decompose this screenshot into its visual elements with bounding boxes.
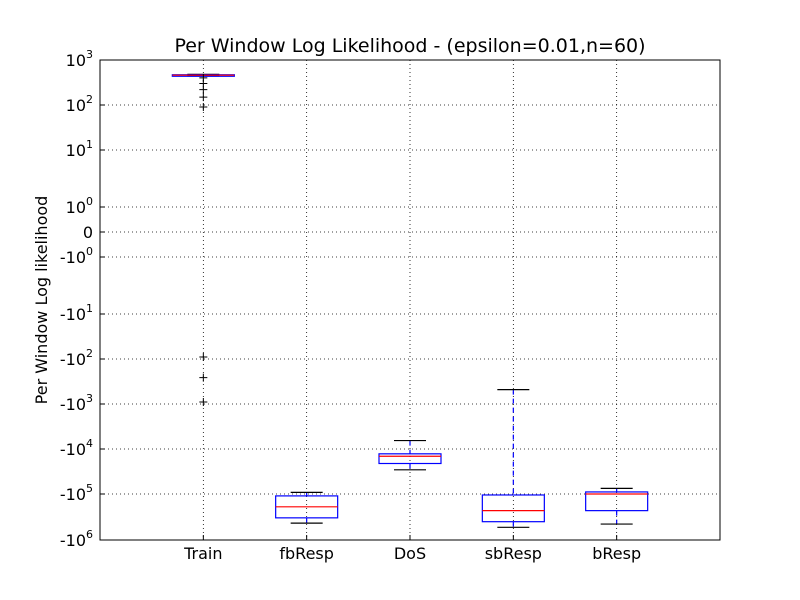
y-tick-exponent: 3: [86, 392, 93, 405]
y-tick-label: -103: [60, 392, 93, 414]
x-tick-label: Train: [183, 544, 222, 563]
y-tick-label: 100: [66, 195, 93, 217]
y-tick-base: -10: [60, 305, 86, 324]
x-tick-label: DoS: [394, 544, 426, 563]
y-tick-base: -10: [60, 350, 86, 369]
plot-area: 1031021011000-100-101-102-103-104-105-10…: [60, 48, 720, 563]
x-tick-label: fbResp: [279, 544, 334, 563]
y-tick-exponent: 3: [86, 48, 93, 61]
y-tick-exponent: 6: [86, 528, 93, 541]
x-tick-label: sbResp: [485, 544, 542, 563]
y-tick-base: -10: [60, 395, 86, 414]
outlier-point: [199, 373, 208, 382]
y-tick-label: 102: [66, 93, 93, 115]
y-tick-label: 103: [66, 48, 93, 70]
y-tick-base: -10: [60, 248, 86, 267]
box-bResp: [585, 491, 649, 512]
box-sbResp: [481, 494, 545, 523]
y-tick-exponent: 0: [86, 195, 93, 208]
y-tick-label: -104: [60, 437, 93, 459]
outlier-point: [199, 103, 208, 112]
y-tick-base: 10: [66, 96, 86, 115]
box-DoS: [378, 453, 442, 465]
y-tick-label: -101: [60, 302, 93, 324]
y-tick-exponent: 1: [86, 302, 93, 315]
y-tick-base: -10: [60, 485, 86, 504]
y-tick-label: 0: [83, 223, 93, 242]
y-tick-base: 10: [66, 198, 86, 217]
outlier-point: [199, 85, 208, 94]
y-tick-exponent: 4: [86, 437, 93, 450]
y-axis-label: Per Window Log likelihood: [32, 196, 51, 405]
y-tick-label: -106: [60, 528, 93, 550]
y-tick-label: -100: [60, 245, 93, 267]
y-tick-base: 10: [66, 51, 86, 70]
y-tick-exponent: 5: [86, 482, 93, 495]
outlier-point: [199, 352, 208, 361]
y-tick-exponent: 1: [86, 138, 93, 151]
y-tick-base: -10: [60, 531, 86, 550]
y-tick-label: -102: [60, 347, 93, 369]
y-tick-base: 10: [66, 141, 86, 160]
y-tick-exponent: 2: [86, 93, 93, 106]
y-tick-exponent: 0: [86, 245, 93, 258]
outlier-point: [199, 397, 208, 406]
plot-frame: [99, 59, 721, 541]
y-tick-exponent: 2: [86, 347, 93, 360]
y-tick-label: 101: [66, 138, 93, 160]
outlier-point: [199, 93, 208, 102]
y-tick-base: 0: [83, 223, 93, 242]
chart-title: Per Window Log Likelihood - (epsilon=0.0…: [174, 35, 645, 57]
y-tick-label: -105: [60, 482, 93, 504]
x-tick-label: bResp: [592, 544, 641, 563]
y-tick-base: -10: [60, 440, 86, 459]
